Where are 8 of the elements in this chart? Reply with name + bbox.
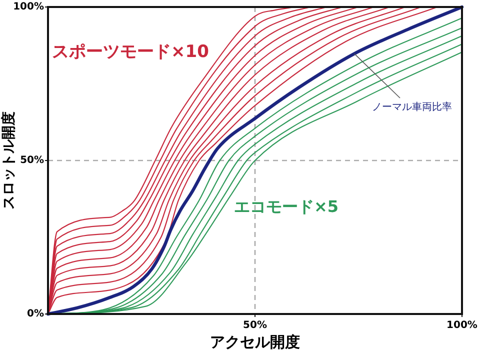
series-label: エコモード×5 [234, 197, 339, 216]
x-axis-title: アクセル開度 [210, 333, 300, 350]
y-tick-label: 0% [27, 308, 44, 320]
y-tick-label: 100% [13, 2, 44, 12]
y-tick-label: 50% [20, 155, 44, 166]
y-axis-title: スロットル開度 [0, 112, 17, 210]
text: ノーマル車両比率 [372, 101, 452, 113]
series-label: スポーツモード×10 [52, 42, 210, 62]
